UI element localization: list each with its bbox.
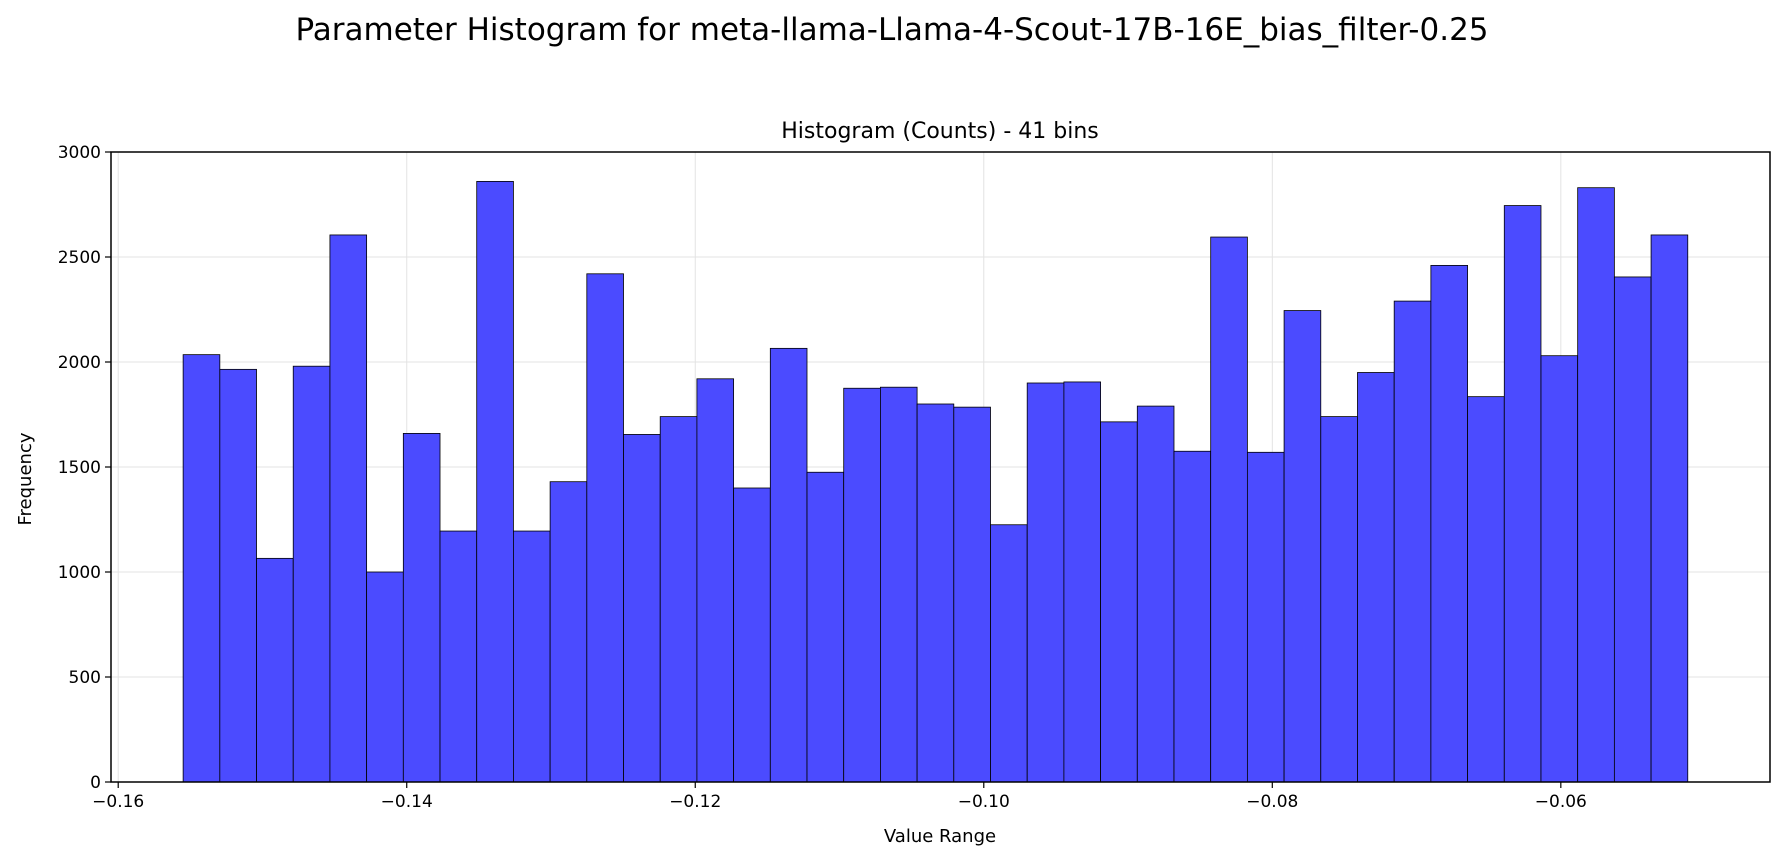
histogram-bar — [182, 354, 221, 783]
histogram-bar — [843, 387, 881, 783]
histogram-bar — [1503, 205, 1542, 783]
histogram-bar — [1467, 396, 1505, 783]
histogram-bar — [256, 557, 294, 783]
histogram-bar — [990, 524, 1028, 783]
histogram-bar — [1210, 236, 1248, 783]
histogram-bar — [696, 378, 735, 783]
histogram-bar — [916, 403, 955, 783]
y-tick-label: 1000 — [58, 563, 101, 583]
x-tick-label: −0.10 — [958, 792, 1010, 812]
histogram-bar — [1026, 382, 1065, 783]
histogram-bar — [439, 530, 478, 783]
chart-title: Parameter Histogram for meta-llama-Llama… — [295, 12, 1488, 48]
histogram-bar — [366, 571, 404, 783]
x-tick-label: −0.08 — [1246, 792, 1298, 812]
histogram-bar — [329, 234, 368, 783]
histogram-bar — [402, 432, 441, 783]
chart-subtitle: Histogram (Counts) - 41 bins — [781, 119, 1098, 144]
histogram-bar — [292, 365, 331, 783]
x-tick-label: −0.14 — [381, 792, 433, 812]
y-tick-label: 1500 — [58, 458, 101, 478]
histogram-bar — [219, 368, 257, 783]
histogram-bar — [769, 347, 808, 783]
histogram-bar — [1357, 372, 1395, 783]
histogram-bar — [1430, 264, 1468, 783]
histogram-bar — [1577, 187, 1615, 783]
y-tick-label: 0 — [90, 773, 101, 793]
histogram-bar — [476, 180, 514, 783]
histogram-bar — [806, 471, 845, 783]
y-tick-label: 2500 — [58, 248, 101, 268]
y-tick-label: 500 — [69, 668, 101, 688]
histogram-bar — [1136, 405, 1175, 783]
y-tick-label: 2000 — [58, 353, 101, 373]
histogram-bar — [1063, 381, 1101, 783]
y-axis-ticks: 0 500 1000 1500 2000 2500 3000 — [58, 143, 111, 793]
histogram-bar — [880, 386, 918, 783]
histogram-bar — [1540, 355, 1579, 783]
x-axis-label: Value Range — [884, 826, 996, 847]
x-tick-label: −0.12 — [669, 792, 721, 812]
histogram-bar — [1320, 416, 1358, 783]
x-tick-label: −0.06 — [1535, 792, 1587, 812]
bars-group — [182, 180, 1689, 783]
histogram-bar — [1173, 450, 1212, 783]
histogram-bar — [1613, 276, 1652, 783]
histogram-bar — [1283, 310, 1322, 783]
histogram-bar — [586, 273, 624, 783]
x-axis-ticks: −0.16 −0.14 −0.12 −0.10 −0.08 −0.06 — [92, 782, 1587, 812]
histogram-bar — [549, 481, 588, 783]
histogram-bar — [1246, 451, 1285, 783]
histogram-bar — [513, 530, 551, 783]
histogram-bar — [953, 406, 991, 783]
y-axis-label: Frequency — [15, 432, 36, 525]
histogram-bar — [1100, 421, 1138, 783]
x-tick-label: −0.16 — [92, 792, 144, 812]
histogram-bar — [1650, 234, 1689, 783]
y-tick-label: 3000 — [58, 143, 101, 163]
histogram-bar — [623, 434, 661, 783]
histogram-bar — [659, 416, 698, 783]
histogram-bar — [733, 487, 771, 783]
histogram-bar — [1393, 300, 1432, 783]
